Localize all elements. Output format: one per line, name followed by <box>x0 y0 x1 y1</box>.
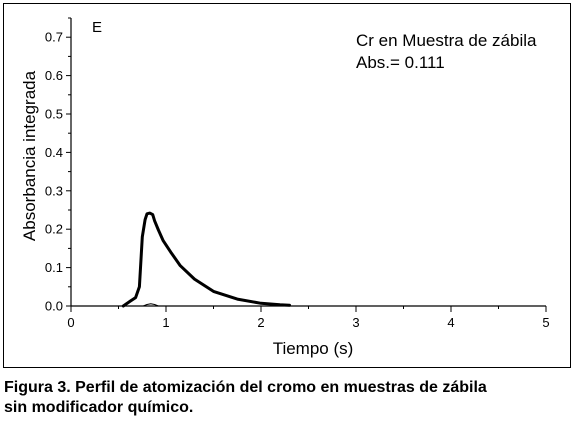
caption-line-1: Figura 3. Perfil de atomización del crom… <box>4 379 487 396</box>
x-tick-label: 3 <box>352 315 359 330</box>
y-tick-label: 0.0 <box>45 299 63 314</box>
y-tick-label: 0.5 <box>45 107 63 122</box>
x-tick-label: 1 <box>162 315 169 330</box>
series-line-main <box>121 211 291 308</box>
x-axis-label: Tiempo (s) <box>273 339 354 358</box>
y-tick-label: 0.2 <box>45 222 63 237</box>
figure-frame <box>3 3 571 368</box>
y-ticks: 0.0 0.1 0.2 0.3 0.4 0.5 0.6 0.7 <box>45 17 71 314</box>
y-tick-label: 0.1 <box>45 260 63 275</box>
figure-caption: Figura 3. Perfil de atomización del crom… <box>4 378 574 418</box>
y-tick-label: 0.3 <box>45 183 63 198</box>
x-tick-label: 0 <box>67 315 74 330</box>
panel-label: E <box>92 19 102 36</box>
x-ticks: 0 1 2 3 4 5 <box>67 306 550 330</box>
y-axis-label: Absorbancia integrada <box>20 70 39 241</box>
series-layer <box>121 211 291 308</box>
caption-line-2: sin modificador químico. <box>4 399 194 416</box>
annotation-line-2: Abs.= 0.111 <box>356 53 445 72</box>
y-tick-label: 0.4 <box>45 145 63 160</box>
x-tick-label: 2 <box>257 315 264 330</box>
chart: 0 1 2 3 4 5 0.0 0.1 0.2 0.3 0.4 0.5 0.6 0.7 E Cr en … <box>20 17 550 358</box>
y-tick-label: 0.6 <box>45 68 63 83</box>
x-tick-label: 4 <box>447 315 454 330</box>
x-tick-label: 5 <box>542 315 549 330</box>
y-tick-label: 0.7 <box>45 30 63 45</box>
series-line-thin <box>142 303 159 307</box>
annotation-line-1: Cr en Muestra de zábila <box>356 31 537 50</box>
